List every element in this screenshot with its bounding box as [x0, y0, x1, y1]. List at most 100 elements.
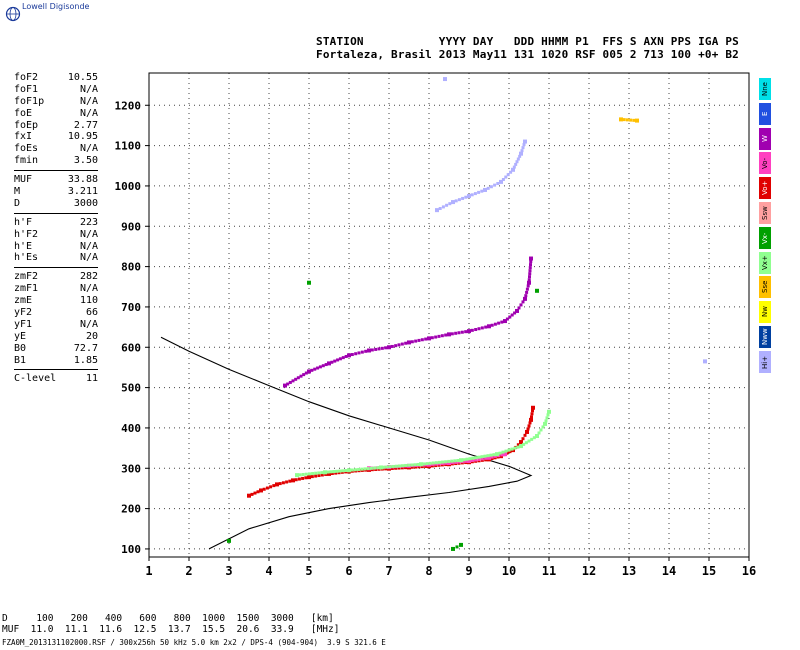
trace-segment: [471, 456, 475, 460]
param-value: 282: [79, 271, 98, 283]
trace-segment: [369, 466, 373, 470]
trace-segment: [528, 272, 532, 276]
trace-segment: [477, 457, 481, 461]
trace-segment: [508, 450, 512, 454]
trace-segment: [470, 458, 474, 462]
param-name: foEp: [14, 119, 39, 131]
trace-segment: [516, 157, 520, 161]
trace-segment: [357, 467, 361, 471]
trace-segment: [404, 341, 408, 345]
trace-segment: [441, 205, 445, 209]
param-value: N/A: [79, 252, 98, 264]
trace-segment: [528, 269, 532, 273]
trace-segment: [350, 353, 354, 357]
trace-segment: [520, 149, 524, 153]
data-point: [347, 468, 351, 473]
trace-segment: [278, 482, 282, 486]
x-tick-label: 13: [622, 564, 636, 578]
trace-segment: [528, 266, 532, 270]
trace-segment: [330, 360, 334, 364]
trace-segment: [461, 196, 465, 200]
trace-segment: [455, 545, 459, 549]
trace-segment: [483, 454, 487, 458]
data-point: [295, 473, 299, 478]
trace-segment: [340, 470, 344, 474]
trace-segment: [477, 190, 481, 194]
trace-segment: [530, 415, 533, 419]
trace-segment: [527, 424, 531, 428]
file-footer: FZA0M_2013131102000.RSF / 300x256h 50 kH…: [2, 638, 386, 647]
trace-segment: [337, 471, 341, 475]
trace-segment: [350, 468, 354, 472]
trace-segment: [490, 457, 494, 461]
param-row: yF1 N/A: [14, 319, 98, 331]
y-tick-label: 500: [121, 382, 141, 395]
trace-segment: [454, 199, 458, 203]
param-value: 110: [79, 295, 98, 307]
trace-segment: [441, 460, 445, 464]
trace-segment: [440, 334, 444, 338]
x-tick-label: 12: [582, 564, 596, 578]
param-name: B0: [14, 342, 27, 354]
trace-segment: [486, 186, 490, 190]
ionogram-chart: 1 2 3 4 5 6 7 8 9 10 11 12 13 14 15 1610020030040050060…: [115, 72, 757, 578]
trace-segment: [330, 472, 334, 476]
trace-segment: [338, 357, 342, 361]
trace-segment: [410, 463, 414, 467]
trace-segment: [428, 461, 432, 465]
trace-segment: [480, 189, 484, 193]
trace-segment: [388, 465, 392, 469]
x-tick-label: 5: [305, 564, 312, 578]
trace-segment: [430, 336, 434, 340]
trace-segment: [464, 459, 468, 463]
data-point: [467, 194, 471, 199]
trace-segment: [333, 359, 337, 363]
trace-segment: [344, 354, 348, 358]
trace-segment: [457, 198, 461, 202]
param-row: foF1p N/A: [14, 96, 98, 108]
chart-axes: 1 2 3 4 5 6 7 8 9 10 11 12 13 14 15 1610020030040050060…: [115, 99, 757, 578]
data-point: [307, 369, 311, 374]
trace-segment: [516, 445, 520, 449]
trace-segment: [425, 462, 429, 466]
param-value: N/A: [79, 283, 98, 295]
param-name: yF1: [14, 318, 33, 330]
trace-segment: [320, 471, 324, 475]
trace-segment: [370, 348, 374, 352]
trace-segment: [530, 437, 534, 441]
trace-segment: [492, 453, 496, 457]
trace-segment: [391, 464, 395, 468]
param-name: D: [14, 197, 21, 209]
trace-segment: [501, 177, 505, 181]
trace-segment: [314, 471, 318, 475]
y-tick-label: 400: [121, 422, 141, 435]
trace-segment: [253, 491, 257, 495]
trace-segment: [528, 275, 531, 279]
data-point: [523, 139, 527, 144]
plot-frame: [148, 72, 750, 558]
trace-segment: [397, 466, 401, 470]
param-value: 2.77: [73, 119, 98, 131]
trace-segment: [265, 486, 269, 490]
trace-segment: [341, 469, 345, 473]
trace-segment: [509, 170, 513, 174]
trace-segment: [430, 464, 434, 468]
trace-segment: [318, 365, 322, 369]
param-value: N/A: [79, 83, 98, 95]
data-point: [547, 409, 551, 414]
param-row: h'F2 N/A: [14, 229, 98, 241]
data-point: [529, 417, 533, 422]
param-name: fxI: [14, 131, 33, 143]
trace-segment: [468, 457, 472, 461]
trace-segment: [272, 484, 276, 488]
trace-segment: [335, 469, 339, 473]
data-point: [259, 488, 263, 493]
data-point: [427, 336, 431, 341]
trace-segment: [545, 416, 549, 420]
trace-segment: [250, 492, 254, 496]
trace-segment: [397, 343, 401, 347]
trace-segment: [288, 479, 292, 483]
y-tick-label: 600: [121, 341, 141, 354]
param-row: fmin 3.50: [14, 155, 98, 167]
param-row: D 3000: [14, 198, 98, 210]
